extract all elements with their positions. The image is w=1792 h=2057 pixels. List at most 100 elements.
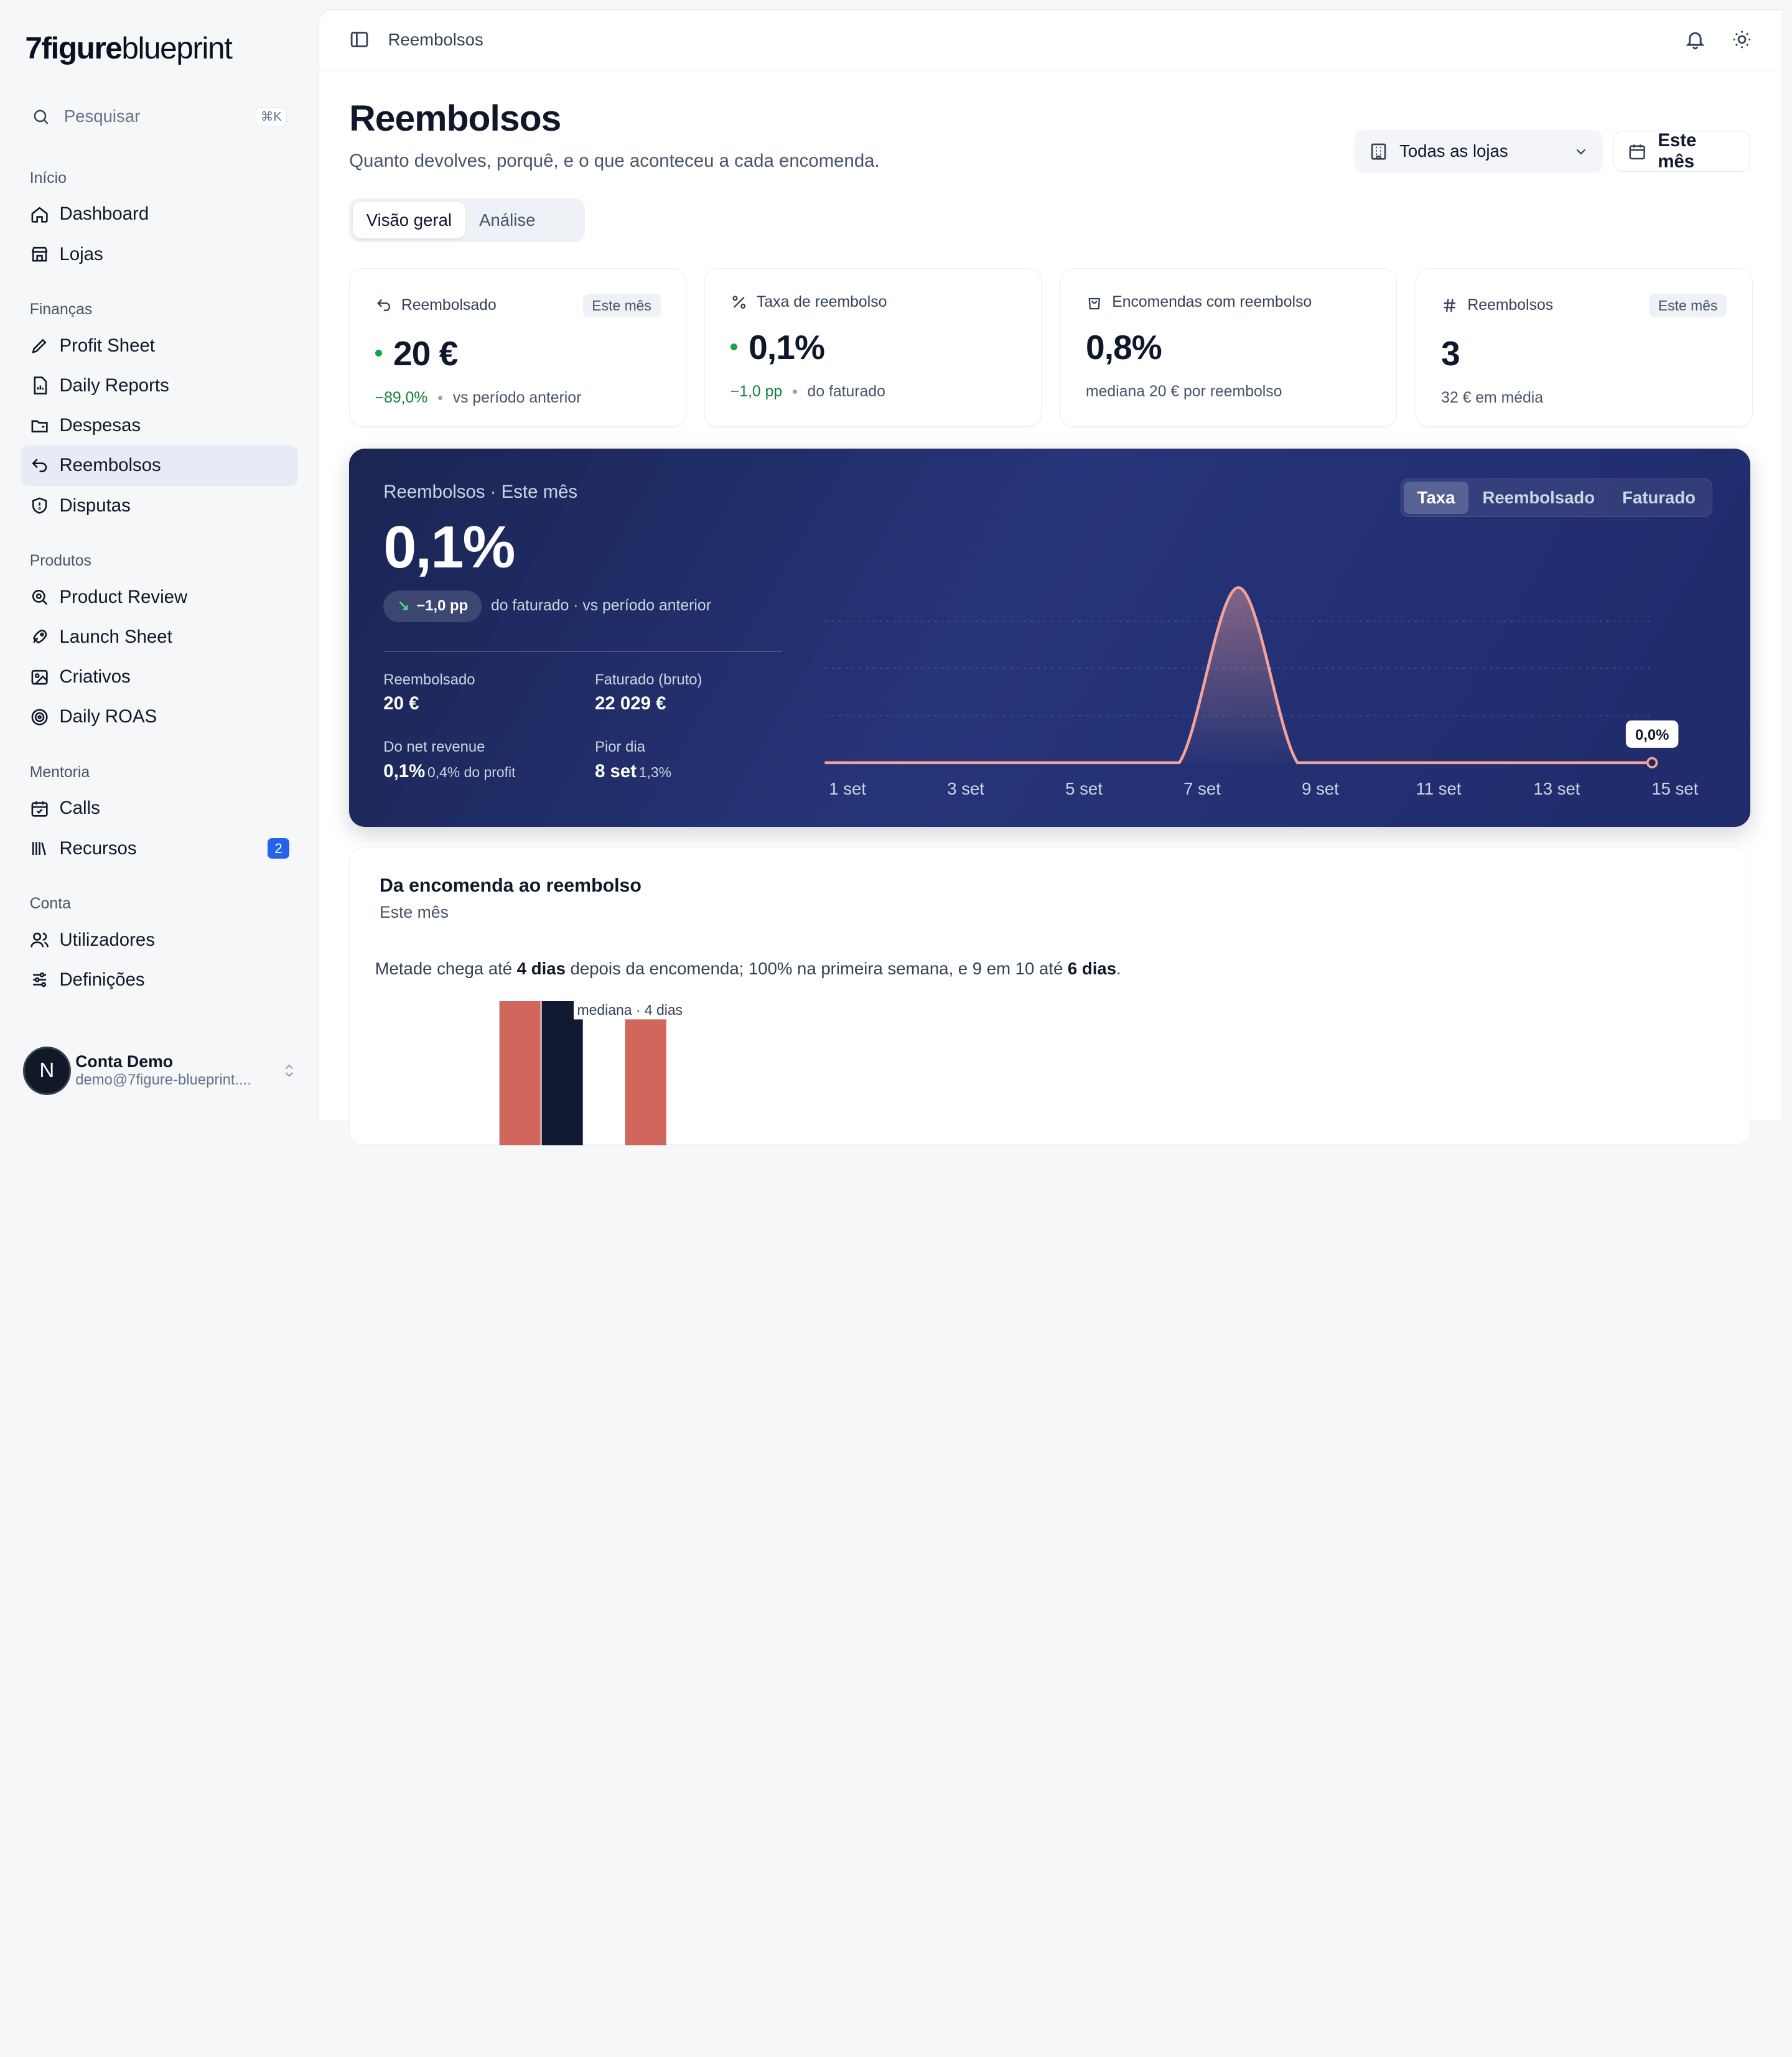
- x-tick-label: 5 set: [1065, 779, 1103, 798]
- sidebar-item-launch-sheet[interactable]: Launch Sheet: [21, 617, 298, 657]
- stat-net-revenue: Do net revenue 0,1% 0,4% do profit: [383, 739, 516, 781]
- sliders-icon: [32, 973, 46, 987]
- segment-reembolsado[interactable]: Reembolsado: [1482, 487, 1595, 507]
- account-email: demo@7figure-blueprint....: [75, 1071, 252, 1089]
- chevrons-up-down-icon: [285, 1064, 293, 1078]
- nav-section-produtos: Produtos: [29, 552, 91, 569]
- sidebar-item-utilizadores[interactable]: Utilizadores: [21, 920, 298, 959]
- calendar-icon: [1629, 144, 1645, 160]
- section-summary: Metade chega até 4 dias depois da encome…: [375, 959, 1121, 979]
- segment-faturado[interactable]: Faturado: [1622, 487, 1696, 507]
- sidebar: 7figureblueprint Pesquisar ⌘K Início Das…: [0, 0, 319, 1120]
- order-to-refund-card: Da encomenda ao reembolso Este mês Metad…: [349, 847, 1750, 1145]
- nav-section-mentoria: Mentoria: [29, 763, 90, 781]
- sidebar-toggle-icon[interactable]: [349, 29, 370, 50]
- chart-card-value: 0,1%: [383, 514, 515, 581]
- sidebar-item-product-review[interactable]: Product Review: [21, 577, 298, 617]
- refund-delay-histogram: mediana · 4 dias: [499, 1001, 691, 1145]
- users-icon: [30, 932, 49, 948]
- histogram-bar: [625, 1019, 666, 1145]
- kpi-card-taxa: Taxa de reembolso 0,1% −1,0 pp do faturad…: [704, 268, 1042, 427]
- sun-icon[interactable]: [1732, 29, 1752, 50]
- kpi-delta: −89,0%: [375, 389, 428, 406]
- search-label: Pesquisar: [63, 106, 141, 126]
- chart-area-fill: [824, 587, 1653, 763]
- delta-pill: ↘ −1,0 pp: [383, 590, 482, 623]
- trend-down-icon: ↘: [397, 597, 410, 615]
- kpi-value: 20 €: [393, 334, 458, 373]
- stat-faturado: Faturado (bruto) 22 029 €: [595, 671, 702, 714]
- breadcrumb: Reembolsos: [388, 29, 483, 49]
- store-filter-value: Todas as lojas: [1399, 141, 1508, 161]
- delta-note: do faturado · vs período anterior: [490, 597, 711, 614]
- section-title: Da encomenda ao reembolso: [379, 875, 642, 897]
- x-tick-label: 11 set: [1416, 779, 1461, 798]
- kpi-card-reembolsos: Reembolsos Este mês 3 32 € em média: [1415, 268, 1753, 427]
- x-tick-label: 1 set: [829, 779, 866, 798]
- x-tick-label: 15 set: [1651, 779, 1698, 798]
- tab-visao-geral[interactable]: Visão geral: [352, 202, 466, 238]
- calendar-check-icon: [31, 801, 48, 817]
- kpi-card-encomendas: Encomendas com reembolso 0,8% mediana 20…: [1060, 268, 1398, 427]
- sidebar-item-dashboard[interactable]: Dashboard: [21, 194, 298, 234]
- main-panel: Reembolsos Reembolsos Quanto devolves, p…: [319, 9, 1782, 1145]
- sidebar-nav: Início Dashboard Lojas Finanças Profit S…: [21, 162, 299, 1000]
- rocket-icon: [32, 630, 47, 644]
- chart-end-point: [1646, 757, 1658, 769]
- undo-icon: [32, 459, 47, 472]
- undo-icon: [376, 299, 390, 312]
- bell-icon[interactable]: [1684, 29, 1706, 50]
- shield-icon: [32, 497, 47, 514]
- chart-card-title: Reembolsos · Este mês: [383, 482, 578, 503]
- sidebar-item-recursos[interactable]: Recursos 2: [21, 829, 298, 869]
- page-subtitle: Quanto devolves, porquê, e o que acontec…: [349, 150, 880, 171]
- median-label: mediana · 4 dias: [577, 1002, 683, 1018]
- avatar: N: [22, 1047, 71, 1095]
- sidebar-item-daily-roas[interactable]: Daily ROAS: [21, 697, 298, 737]
- sidebar-item-daily-reports[interactable]: Daily Reports: [21, 366, 298, 406]
- tooltip-bg: [1625, 721, 1679, 749]
- kpi-value: 0,1%: [749, 327, 825, 366]
- kpi-value: 3: [1441, 334, 1460, 373]
- sidebar-item-criativos[interactable]: Criativos: [21, 657, 298, 697]
- nav-section-conta: Conta: [29, 895, 71, 912]
- sidebar-item-profit-sheet[interactable]: Profit Sheet: [21, 325, 298, 365]
- sidebar-item-disputas[interactable]: Disputas: [21, 486, 298, 526]
- topbar: Reembolsos: [319, 10, 1782, 71]
- period-button[interactable]: Este mês: [1613, 130, 1750, 172]
- image-icon: [31, 669, 48, 684]
- pencil-icon: [32, 338, 47, 353]
- x-tick-label: 13 set: [1533, 779, 1580, 798]
- metric-segmented-control: Taxa Reembolsado Faturado: [1400, 478, 1712, 518]
- account-name: Conta Demo: [75, 1052, 174, 1071]
- x-tick-label: 7 set: [1183, 779, 1221, 798]
- file-chart-icon: [34, 376, 47, 395]
- shopping-bag-icon: [1088, 298, 1101, 310]
- view-tabs: Visão geral Análise: [349, 198, 585, 242]
- x-tick-label: 9 set: [1302, 779, 1339, 798]
- kpi-value: 0,8%: [1085, 327, 1162, 366]
- segment-taxa[interactable]: Taxa: [1403, 482, 1469, 514]
- stat-reembolsado: Reembolsado 20 €: [383, 671, 475, 714]
- section-subtitle: Este mês: [379, 903, 449, 922]
- sidebar-item-reembolsos[interactable]: Reembolsos: [21, 445, 299, 486]
- chart-tooltip: 0,0%: [1635, 727, 1669, 744]
- brand-logo[interactable]: 7figureblueprint: [25, 30, 232, 65]
- nav-section-financas: Finanças: [29, 301, 93, 318]
- page-title: Reembolsos: [349, 98, 561, 139]
- sidebar-item-lojas[interactable]: Lojas: [21, 235, 298, 274]
- sidebar-item-calls[interactable]: Calls: [21, 788, 298, 828]
- tab-analise[interactable]: Análise: [479, 210, 536, 230]
- target-icon: [31, 709, 48, 725]
- sidebar-item-despesas[interactable]: Despesas: [21, 406, 298, 445]
- library-icon: [32, 842, 46, 856]
- histogram-bar: [541, 1001, 583, 1145]
- kpi-period-badge: Este mês: [582, 294, 661, 318]
- account-switcher[interactable]: N Conta Demo demo@7figure-blueprint....: [22, 1047, 297, 1095]
- nav-section-inicio: Início: [29, 169, 67, 187]
- sidebar-item-definicoes[interactable]: Definições: [21, 960, 298, 1000]
- kpi-card-reembolsado: Reembolsado Este mês 20 € −89,0% vs perío…: [349, 268, 686, 427]
- search-icon: [34, 110, 49, 124]
- search-button[interactable]: Pesquisar ⌘K: [21, 98, 298, 135]
- store-filter-select[interactable]: Todas as lojas: [1355, 129, 1603, 174]
